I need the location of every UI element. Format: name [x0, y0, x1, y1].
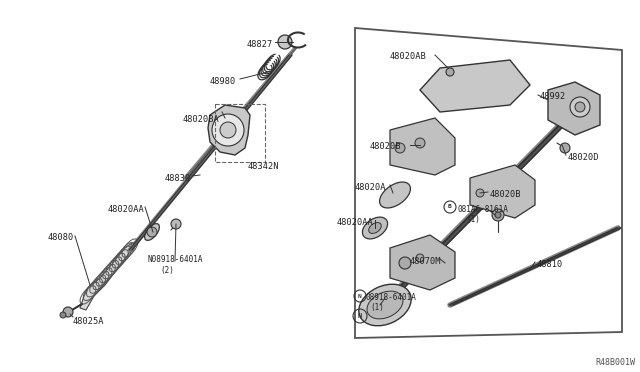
Text: 48020BA: 48020BA [183, 115, 220, 124]
Polygon shape [390, 235, 455, 290]
Text: 48020AA: 48020AA [337, 218, 374, 227]
Text: 48020B: 48020B [370, 142, 401, 151]
Polygon shape [390, 118, 455, 175]
Circle shape [495, 212, 501, 218]
Text: 48070M: 48070M [410, 257, 442, 266]
Circle shape [220, 122, 236, 138]
Circle shape [171, 219, 181, 229]
Text: 48080: 48080 [48, 233, 74, 242]
Text: 48020AB: 48020AB [390, 52, 427, 61]
Polygon shape [80, 243, 132, 310]
Text: N: N [358, 294, 362, 298]
Polygon shape [470, 165, 535, 218]
Text: 48020D: 48020D [568, 153, 600, 162]
Circle shape [446, 68, 454, 76]
Ellipse shape [367, 291, 403, 319]
Text: (2): (2) [160, 266, 174, 275]
Text: (1): (1) [370, 303, 384, 312]
Circle shape [60, 312, 66, 318]
Circle shape [278, 35, 292, 49]
Ellipse shape [380, 182, 410, 208]
Circle shape [212, 114, 244, 146]
Text: 48830: 48830 [165, 174, 191, 183]
Text: R48B001W: R48B001W [595, 358, 635, 367]
Ellipse shape [369, 222, 381, 234]
Polygon shape [548, 82, 600, 135]
Text: 08918-6401A: 08918-6401A [366, 293, 417, 302]
Ellipse shape [359, 284, 411, 326]
Text: 48992: 48992 [540, 92, 566, 101]
Text: 48020B: 48020B [490, 190, 522, 199]
Circle shape [492, 209, 504, 221]
Ellipse shape [145, 224, 159, 240]
Bar [215, 104, 265, 162]
Polygon shape [208, 105, 250, 155]
Circle shape [415, 138, 425, 148]
Circle shape [570, 97, 590, 117]
Text: 48342N: 48342N [248, 162, 280, 171]
Circle shape [476, 189, 484, 197]
Text: B: B [448, 205, 452, 209]
Circle shape [63, 307, 73, 317]
Text: (1): (1) [466, 215, 480, 224]
Circle shape [147, 227, 157, 237]
Circle shape [575, 102, 585, 112]
Text: 48810: 48810 [537, 260, 563, 269]
Circle shape [395, 143, 405, 153]
Text: N08918-6401A: N08918-6401A [148, 255, 204, 264]
Text: 081A6-8161A: 081A6-8161A [457, 205, 508, 214]
Circle shape [416, 254, 424, 262]
Text: 48980: 48980 [210, 77, 236, 86]
Text: 48025A: 48025A [73, 317, 104, 326]
Circle shape [399, 257, 411, 269]
Polygon shape [420, 60, 530, 112]
Circle shape [560, 143, 570, 153]
Text: N: N [358, 313, 362, 319]
Ellipse shape [362, 217, 388, 239]
Text: 48020A: 48020A [355, 183, 387, 192]
Text: 48827: 48827 [247, 40, 273, 49]
Text: 48020AA: 48020AA [108, 205, 145, 214]
